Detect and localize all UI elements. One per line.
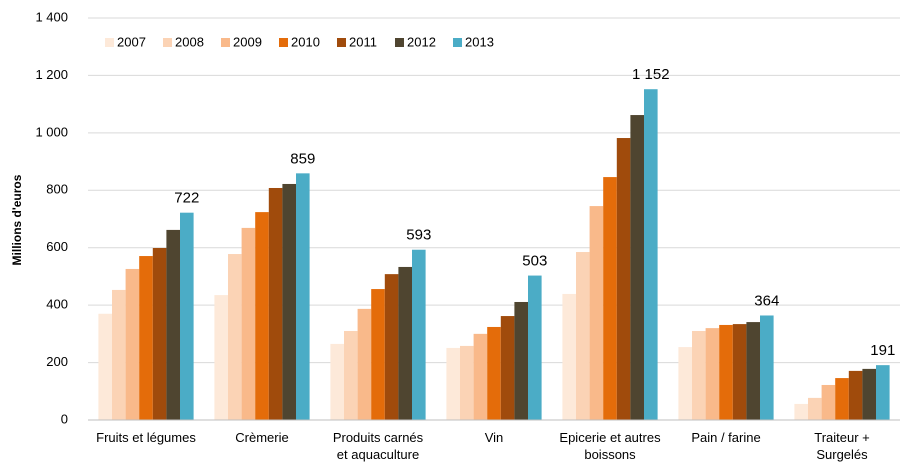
y-tick-label: 0 xyxy=(61,411,68,426)
bar xyxy=(589,206,604,420)
bar xyxy=(98,313,112,420)
legend-swatch xyxy=(453,38,462,47)
legend-swatch xyxy=(105,38,114,47)
bar xyxy=(446,347,460,420)
bar xyxy=(719,324,733,420)
bar xyxy=(125,268,140,420)
bar xyxy=(514,301,528,420)
bar xyxy=(296,173,310,420)
bar xyxy=(460,345,474,420)
x-tick-label: Pain / farine xyxy=(691,430,761,445)
bar xyxy=(630,115,644,420)
bar xyxy=(644,89,658,420)
bar xyxy=(821,384,836,420)
bar xyxy=(139,256,153,420)
legend-swatch xyxy=(279,38,288,47)
legend-swatch xyxy=(163,38,172,47)
bar xyxy=(528,275,542,420)
bar xyxy=(794,403,808,420)
data-label: 593 xyxy=(406,227,431,244)
y-tick-label: 400 xyxy=(46,297,68,312)
bar xyxy=(562,293,576,420)
legend-swatch xyxy=(221,38,230,47)
legend-label: 2008 xyxy=(175,34,204,49)
bar xyxy=(228,254,242,420)
bar xyxy=(705,328,720,420)
bar xyxy=(876,365,890,420)
legend-label: 2010 xyxy=(291,34,320,49)
legend-label: 2009 xyxy=(233,34,262,49)
x-tick-label: Produits carnés et aquaculture xyxy=(332,430,424,462)
x-tick-label: Epicerie et autres boissons xyxy=(559,430,661,462)
bar xyxy=(848,370,863,420)
bar xyxy=(384,274,399,420)
x-tick-label: Crèmerie xyxy=(235,430,289,445)
data-label: 859 xyxy=(290,150,315,167)
bar xyxy=(732,324,747,420)
bar xyxy=(357,308,372,420)
legend-label: 2012 xyxy=(407,34,436,49)
bar xyxy=(166,229,180,420)
x-tick-label: Vin xyxy=(484,430,504,445)
bar xyxy=(862,368,876,420)
bar xyxy=(835,378,849,420)
bar xyxy=(487,326,501,420)
y-axis-label: Millions d'euros xyxy=(10,174,24,265)
bar xyxy=(473,333,488,420)
bar xyxy=(398,266,412,420)
bar xyxy=(616,138,631,421)
data-label: 722 xyxy=(174,190,199,207)
bar xyxy=(678,347,692,420)
y-tick-label: 1 000 xyxy=(35,124,68,139)
bar xyxy=(576,252,590,420)
y-tick-label: 800 xyxy=(46,182,68,197)
bar xyxy=(692,330,706,420)
y-tick-label: 1 400 xyxy=(35,9,68,24)
bar xyxy=(180,212,194,420)
bar xyxy=(112,289,126,420)
bar xyxy=(760,315,774,420)
bar xyxy=(268,187,283,420)
data-label: 503 xyxy=(522,253,547,270)
legend-label: 2011 xyxy=(349,34,377,49)
data-label: 364 xyxy=(754,292,779,309)
bar xyxy=(603,177,617,420)
x-tick-label: Traiteur + Surgelés xyxy=(814,430,870,462)
bar xyxy=(412,249,426,420)
y-tick-label: 1 200 xyxy=(35,67,68,82)
bar xyxy=(344,330,358,420)
legend-swatch xyxy=(337,38,346,47)
data-label: 1 152 xyxy=(632,66,670,83)
legend-swatch xyxy=(395,38,404,47)
bar xyxy=(214,295,228,420)
bar xyxy=(746,322,760,420)
x-tick-label: Fruits et légumes xyxy=(96,430,196,445)
bar xyxy=(330,343,344,420)
y-tick-label: 200 xyxy=(46,354,68,369)
bar xyxy=(282,183,296,420)
data-label: 191 xyxy=(870,342,895,359)
bar xyxy=(500,316,515,420)
y-tick-label: 600 xyxy=(46,239,68,254)
bar xyxy=(808,397,822,420)
bar xyxy=(371,289,385,420)
legend-label: 2007 xyxy=(117,34,146,49)
bar xyxy=(255,212,269,420)
legend-label: 2013 xyxy=(465,34,494,49)
bar xyxy=(241,227,256,420)
bar xyxy=(152,248,167,420)
